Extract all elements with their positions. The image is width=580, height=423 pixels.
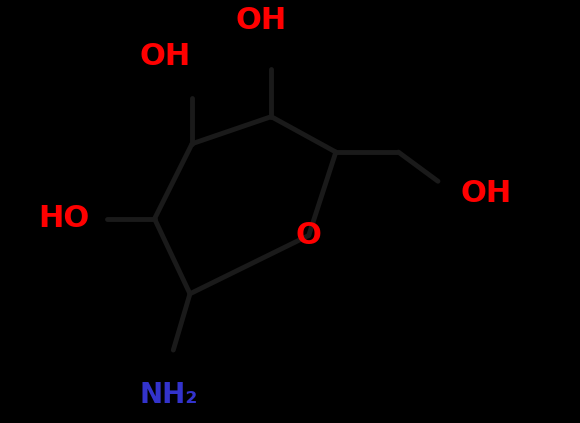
- Text: HO: HO: [39, 204, 90, 233]
- Text: OH: OH: [139, 42, 191, 71]
- Text: OH: OH: [461, 179, 512, 208]
- Text: OH: OH: [235, 6, 287, 36]
- Text: O: O: [296, 221, 322, 250]
- Text: NH₂: NH₂: [140, 381, 198, 409]
